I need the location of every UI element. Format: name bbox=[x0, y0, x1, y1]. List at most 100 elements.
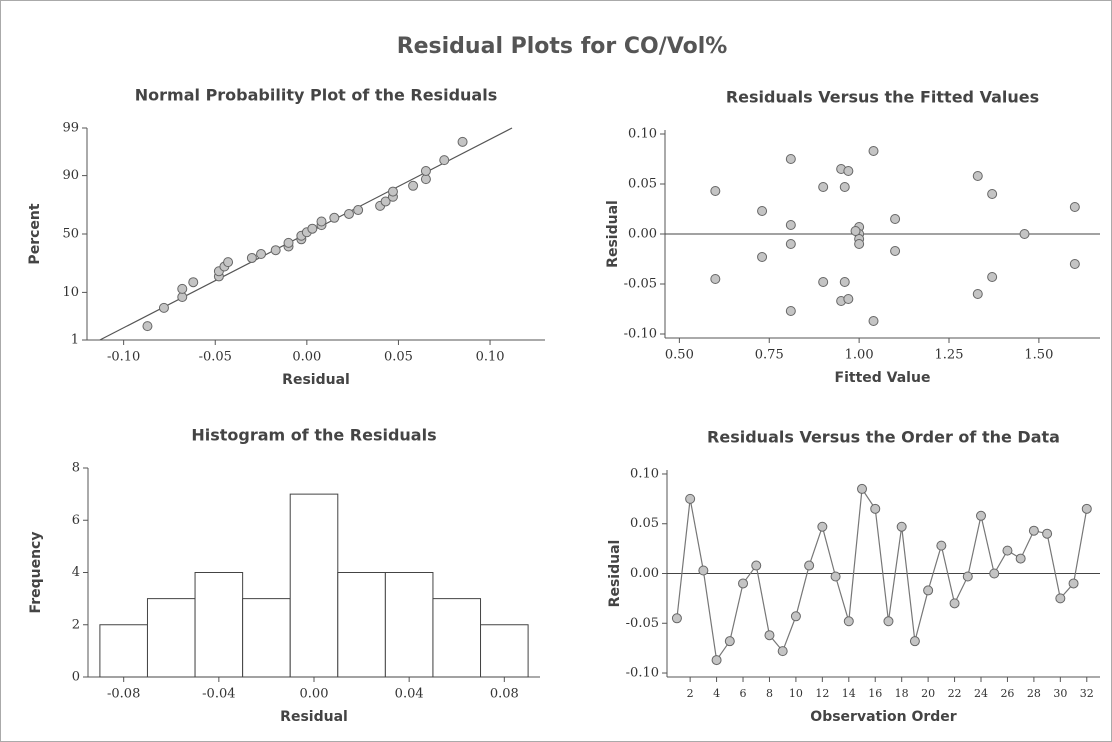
point bbox=[843, 294, 854, 304]
y-tick-label: 0.05 bbox=[628, 177, 657, 192]
point bbox=[817, 521, 828, 532]
x-tick-label: 16 bbox=[868, 687, 882, 700]
y-axis-title: Residual bbox=[605, 200, 621, 268]
point bbox=[1002, 545, 1013, 556]
x-tick-label: 0.10 bbox=[476, 350, 505, 365]
point bbox=[738, 578, 749, 589]
y-tick-label: 90 bbox=[62, 168, 79, 183]
point bbox=[710, 186, 721, 196]
point bbox=[1069, 259, 1080, 269]
point bbox=[989, 568, 1000, 579]
point bbox=[329, 212, 340, 223]
x-tick-label: 0.00 bbox=[292, 350, 321, 365]
x-tick-label: 1.00 bbox=[845, 348, 874, 363]
point bbox=[868, 316, 879, 326]
x-tick-label: 1.50 bbox=[1024, 348, 1053, 363]
x-tick-label: 30 bbox=[1053, 687, 1067, 700]
point bbox=[316, 216, 327, 227]
bar bbox=[242, 598, 291, 678]
point bbox=[246, 252, 257, 263]
point bbox=[987, 189, 998, 199]
point bbox=[685, 493, 696, 504]
point bbox=[188, 277, 199, 288]
point bbox=[223, 257, 234, 268]
x-tick-label: 0.05 bbox=[384, 350, 413, 365]
bar bbox=[289, 493, 339, 678]
point bbox=[343, 208, 354, 219]
x-tick-label: 8 bbox=[766, 687, 773, 700]
bar bbox=[432, 598, 482, 678]
point bbox=[158, 302, 169, 313]
point bbox=[387, 186, 398, 197]
point bbox=[818, 182, 829, 192]
point bbox=[439, 155, 450, 166]
bar bbox=[480, 624, 529, 678]
point bbox=[757, 206, 768, 216]
x-tick-label: 24 bbox=[974, 687, 988, 700]
bar bbox=[337, 572, 386, 678]
point bbox=[256, 249, 267, 260]
point bbox=[270, 245, 281, 256]
y-tick-label: 4 bbox=[72, 565, 80, 580]
x-tick-label: 20 bbox=[921, 687, 935, 700]
point bbox=[804, 560, 815, 571]
point bbox=[751, 560, 762, 571]
point bbox=[850, 226, 861, 236]
y-tick-label: 6 bbox=[72, 513, 80, 528]
x-tick-label: 0.04 bbox=[395, 687, 424, 702]
x-tick-label: 0.50 bbox=[665, 348, 694, 363]
point bbox=[868, 146, 879, 156]
x-tick-label: 28 bbox=[1027, 687, 1041, 700]
x-axis-title: Fitted Value bbox=[835, 370, 931, 386]
point bbox=[987, 272, 998, 282]
point bbox=[818, 277, 829, 287]
point bbox=[883, 616, 894, 627]
y-tick-label: 50 bbox=[62, 227, 79, 242]
point bbox=[839, 277, 850, 287]
point bbox=[1019, 229, 1030, 239]
point bbox=[420, 165, 431, 176]
point bbox=[307, 223, 318, 234]
point bbox=[890, 246, 901, 256]
x-tick-label: 2 bbox=[687, 687, 694, 700]
point bbox=[976, 510, 987, 521]
point bbox=[1081, 503, 1092, 514]
panel-title: Histogram of the Residuals bbox=[191, 426, 436, 445]
y-tick-label: 0.10 bbox=[630, 466, 659, 481]
point bbox=[949, 598, 960, 609]
point bbox=[757, 252, 768, 262]
point bbox=[854, 239, 865, 249]
point bbox=[177, 283, 188, 294]
point bbox=[830, 571, 841, 582]
x-axis-title: Residual bbox=[280, 709, 348, 725]
point bbox=[790, 611, 801, 622]
y-tick-label: -0.05 bbox=[626, 616, 659, 631]
point bbox=[353, 205, 364, 216]
point bbox=[785, 154, 796, 164]
point bbox=[785, 239, 796, 249]
y-tick-label: 0.05 bbox=[630, 516, 659, 531]
y-axis-title: Percent bbox=[27, 203, 43, 264]
point bbox=[857, 483, 868, 494]
x-tick-label: 0.75 bbox=[755, 348, 784, 363]
point bbox=[962, 571, 973, 582]
x-tick-label: 10 bbox=[789, 687, 803, 700]
point bbox=[1042, 528, 1053, 539]
point bbox=[457, 136, 468, 147]
x-tick-label: 1.25 bbox=[935, 348, 964, 363]
point bbox=[698, 565, 709, 576]
point bbox=[1028, 525, 1039, 536]
y-axis-title: Residual bbox=[607, 540, 623, 608]
point bbox=[923, 585, 934, 596]
point bbox=[408, 180, 419, 191]
panel-title: Residuals Versus the Order of the Data bbox=[707, 428, 1060, 447]
y-tick-label: -0.05 bbox=[624, 277, 657, 292]
point bbox=[283, 237, 294, 248]
panel-title: Residuals Versus the Fitted Values bbox=[726, 88, 1039, 107]
x-tick-label: 0.00 bbox=[300, 687, 329, 702]
y-tick-label: 0.00 bbox=[628, 227, 657, 242]
y-tick-label: 0.00 bbox=[630, 566, 659, 581]
y-tick-label: -0.10 bbox=[626, 666, 659, 681]
point bbox=[839, 182, 850, 192]
